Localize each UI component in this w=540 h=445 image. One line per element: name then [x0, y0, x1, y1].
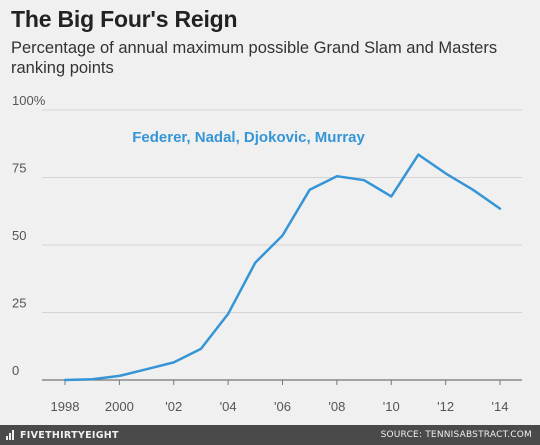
x-tick-label: '06 — [274, 399, 291, 414]
footer-source: SOURCE: TENNISABSTRACT.COM — [380, 430, 532, 440]
y-tick-label: 75 — [12, 161, 26, 176]
x-tick-label: '08 — [328, 399, 345, 414]
x-tick-label: 2000 — [105, 399, 134, 414]
line-chart: 0 25 50 75 100% 1998 2000 '02 '04 '06 '08 '10 '12 '14… — [12, 93, 522, 414]
y-tick-label: 100% — [12, 93, 46, 108]
x-tick-label: '14 — [492, 399, 509, 414]
x-tick-label: '04 — [220, 399, 237, 414]
y-tick-label: 0 — [12, 363, 19, 378]
x-tick-label: '02 — [165, 399, 182, 414]
series-label: Federer, Nadal, Djokovic, Murray — [132, 129, 365, 146]
axis-labels: 0 25 50 75 100% 1998 2000 '02 '04 '06 '08 '10 '12 '14 — [12, 93, 508, 414]
y-tick-label: 50 — [12, 228, 26, 243]
chart-title: The Big Four's Reign — [11, 6, 238, 32]
series-lines: Federer, Nadal, Djokovic, Murray — [63, 129, 502, 382]
grid-lines — [42, 109, 522, 381]
x-tick-label: 1998 — [51, 399, 80, 414]
footer-bar: FIVETHIRTYEIGHT SOURCE: TENNISABSTRACT.C… — [0, 425, 540, 445]
x-tick-label: '12 — [437, 399, 454, 414]
y-tick-label: 25 — [12, 296, 26, 311]
x-tick-label: '10 — [383, 399, 400, 414]
footer-brand: FIVETHIRTYEIGHT — [20, 430, 119, 441]
fivethirtyeight-logo-icon — [6, 430, 14, 440]
series-line — [63, 153, 502, 382]
chart-subtitle: Percentage of annual maximum possible Gr… — [11, 39, 498, 77]
